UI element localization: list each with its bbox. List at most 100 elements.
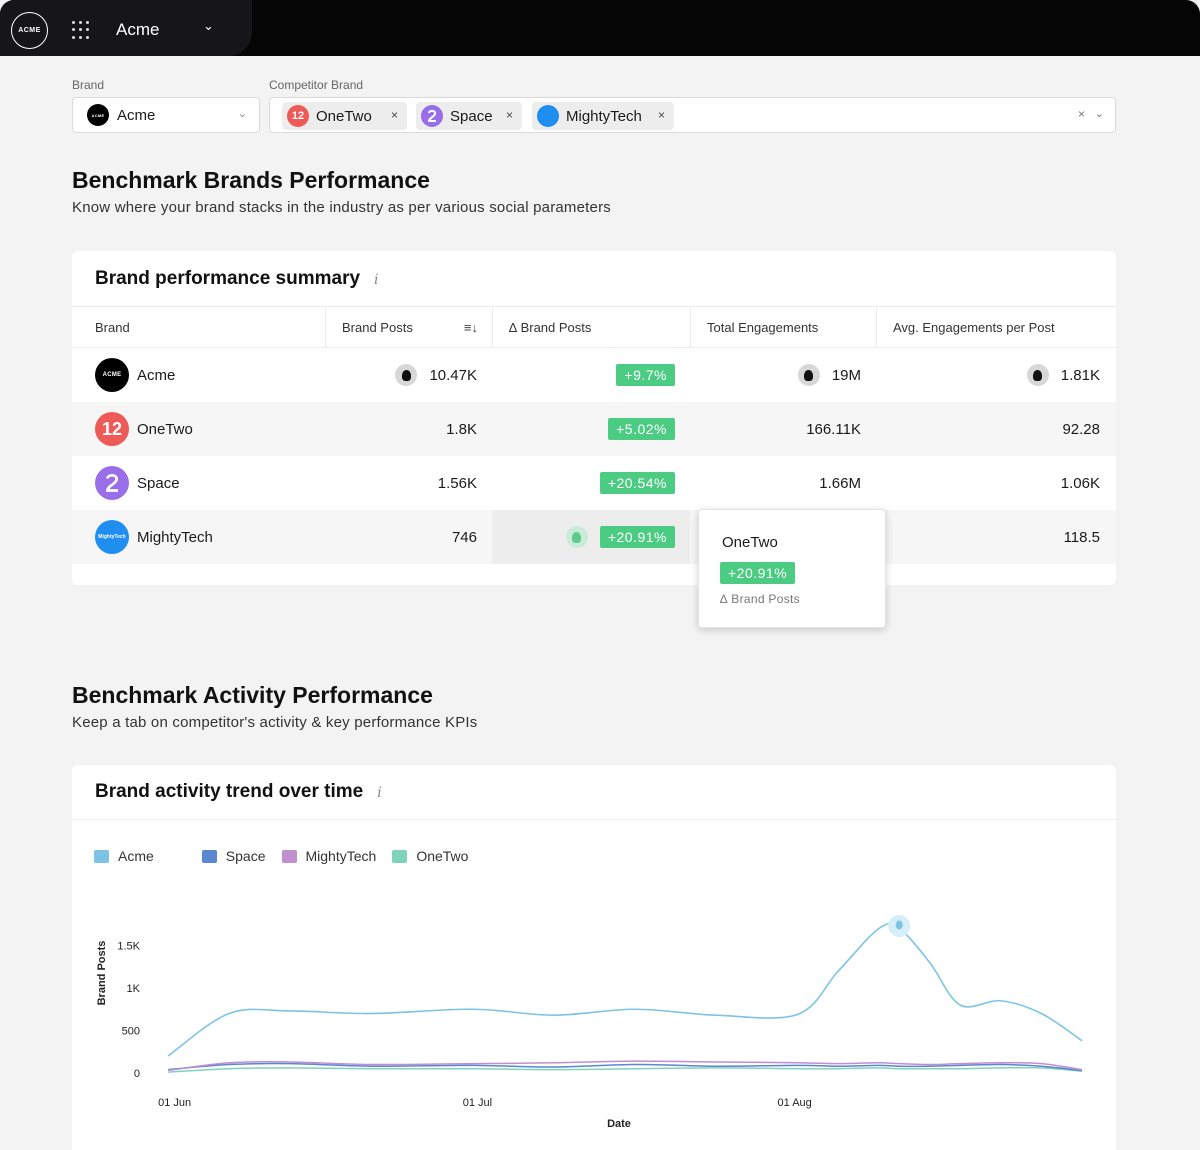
x-tick-label: 01 Jun	[158, 1097, 191, 1109]
card-title-text: Brand activity trend over time	[95, 781, 364, 802]
info-icon[interactable]: i	[377, 785, 382, 801]
delta-badge[interactable]: +20.91%	[599, 526, 675, 548]
brand-name: OneTwo	[137, 420, 193, 438]
chevron-down-icon[interactable]: ⌄	[203, 18, 214, 33]
legend-item-acme[interactable]: Acme	[94, 848, 154, 864]
lightbulb-icon[interactable]	[797, 364, 820, 386]
table-header: Brand Brand Posts ≡↓ ∆ Brand Posts Total…	[72, 306, 1116, 348]
remove-chip-icon[interactable]: ×	[657, 108, 665, 122]
brand-cell: 12 OneTwo	[95, 402, 193, 456]
space-avatar-icon	[421, 105, 443, 127]
column-header-total-engagements[interactable]: Total Engagements	[691, 307, 877, 348]
brand-posts-value: 1.8K	[446, 420, 477, 438]
chip-label: MightyTech	[566, 107, 642, 125]
onetwo-avatar: 12	[287, 105, 309, 127]
legend-item-onetwo[interactable]: OneTwo	[392, 848, 468, 864]
legend-label: MightyTech	[305, 848, 377, 864]
competitor-filter-label: Competitor Brand	[269, 78, 364, 92]
legend-swatch	[94, 849, 109, 863]
brand-posts-cell: 746	[392, 510, 477, 564]
column-header-delta-brand-posts[interactable]: ∆ Brand Posts	[493, 307, 691, 348]
lightbulb-glyph	[895, 920, 903, 930]
delta-cell: +20.54%	[512, 456, 675, 510]
legend-item-space[interactable]: Space	[201, 848, 266, 864]
delta-badge[interactable]: +9.7%	[616, 364, 675, 386]
delta-badge[interactable]: +20.54%	[599, 472, 675, 494]
apps-grid-icon[interactable]	[72, 21, 90, 39]
space-avatar-icon	[95, 466, 129, 500]
competitor-chip-onetwo[interactable]: 12 OneTwo ×	[282, 102, 407, 130]
mightytech-avatar: MightyTech	[95, 520, 129, 554]
table-row[interactable]: ACME Acme 10.47K +9.7% 19M 1.81K	[72, 348, 1116, 402]
lightbulb-icon[interactable]	[1026, 364, 1049, 386]
brand-posts-value: 1.56K	[437, 474, 477, 492]
remove-chip-icon[interactable]: ×	[390, 108, 398, 122]
column-header-label: Brand Posts	[342, 320, 413, 335]
column-header-avg-engagements[interactable]: Avg. Engagements per Post	[893, 320, 1055, 335]
lightbulb-icon[interactable]	[565, 526, 588, 548]
competitor-chip-mightytech[interactable]: MightyTech ×	[532, 102, 674, 130]
y-tick-label: 1.5K	[117, 941, 140, 953]
brand-name: MightyTech	[137, 528, 213, 546]
avg-value: 1.81K	[1060, 366, 1100, 384]
y-tick-label: 1K	[127, 983, 141, 995]
table-row[interactable]: MightyTech MightyTech 746 +20.91% 118.5	[72, 510, 1116, 564]
brand-posts-cell: 1.56K	[392, 456, 477, 510]
table-row[interactable]: 12 OneTwo 1.8K +5.02% 166.11K 92.28	[72, 402, 1116, 456]
clear-selection-icon[interactable]: ×	[1077, 107, 1085, 121]
avg-cell: 1.81K	[992, 348, 1100, 402]
chart-legend: Acme Space MightyTech OneTwo	[94, 848, 484, 864]
series-line-space	[168, 1062, 1083, 1072]
avg-cell: 118.5	[992, 510, 1100, 564]
x-tick-label: 01 Aug	[778, 1097, 812, 1109]
acme-avatar: ACME	[87, 104, 109, 126]
engagements-cell: 19M	[772, 348, 861, 402]
engagements-value: 166.11K	[806, 420, 861, 438]
brand-cell: MightyTech MightyTech	[95, 510, 213, 564]
brand-performance-card: Brand performance summary i Brand Brand P…	[72, 251, 1116, 585]
delta-cell: +20.91%	[512, 510, 675, 564]
brand-cell: Space	[95, 456, 180, 510]
lightbulb-icon[interactable]	[395, 364, 418, 386]
x-axis-label: Date	[607, 1118, 631, 1130]
delta-badge[interactable]: +5.02%	[608, 418, 675, 440]
brand-posts-cell: 1.8K	[392, 402, 477, 456]
onetwo-avatar: 12	[95, 412, 129, 446]
workspace-switcher[interactable]: ACME Acme ⌄	[0, 0, 252, 56]
tooltip-brand: OneTwo	[722, 534, 778, 551]
brand-select-value: Acme	[117, 106, 156, 124]
chevron-down-icon[interactable]: ⌄	[1094, 108, 1104, 120]
chip-label: Space	[450, 107, 493, 125]
engagements-value: 19M	[831, 366, 861, 384]
y-axis-label: Brand Posts	[96, 941, 108, 1006]
legend-label: OneTwo	[416, 848, 469, 864]
y-tick-label: 0	[134, 1068, 140, 1080]
engagements-value: 1.66M	[819, 474, 861, 492]
brand-posts-value: 746	[451, 528, 477, 546]
brand-posts-value: 10.47K	[429, 366, 477, 384]
series-line-mightytech	[168, 1060, 1083, 1072]
competitor-chip-space[interactable]: Space ×	[416, 102, 522, 130]
legend-label: Acme	[118, 848, 154, 864]
avg-value: 1.06K	[1060, 474, 1100, 492]
column-header-brand-posts[interactable]: Brand Posts ≡↓	[326, 307, 493, 348]
sort-icon[interactable]: ≡↓	[463, 320, 478, 335]
brand-select[interactable]: ACME Acme ⌄	[72, 97, 260, 133]
avg-cell: 1.06K	[992, 456, 1100, 510]
engagements-cell: 166.11K	[772, 402, 861, 456]
info-icon[interactable]: i	[374, 272, 379, 288]
brand-filter-label: Brand	[72, 78, 105, 92]
acme-avatar: ACME	[95, 358, 129, 392]
top-bar: ACME Acme ⌄	[0, 0, 1200, 56]
competitor-select[interactable]: 12 OneTwo × Space × MightyTech × × ⌄	[269, 97, 1116, 133]
column-header-brand[interactable]: Brand	[72, 307, 326, 348]
brand-cell: ACME Acme	[95, 348, 175, 402]
table-row[interactable]: Space 1.56K +20.54% 1.66M 1.06K	[72, 456, 1116, 510]
card-title: Brand activity trend over time i	[95, 781, 382, 803]
delta-cell: +5.02%	[512, 402, 675, 456]
brand-activity-card: Brand activity trend over time i	[72, 765, 1116, 1150]
legend-swatch	[281, 849, 297, 863]
series-line-acme	[167, 922, 1083, 1057]
remove-chip-icon[interactable]: ×	[505, 108, 513, 122]
legend-item-mightytech[interactable]: MightyTech	[281, 848, 377, 864]
